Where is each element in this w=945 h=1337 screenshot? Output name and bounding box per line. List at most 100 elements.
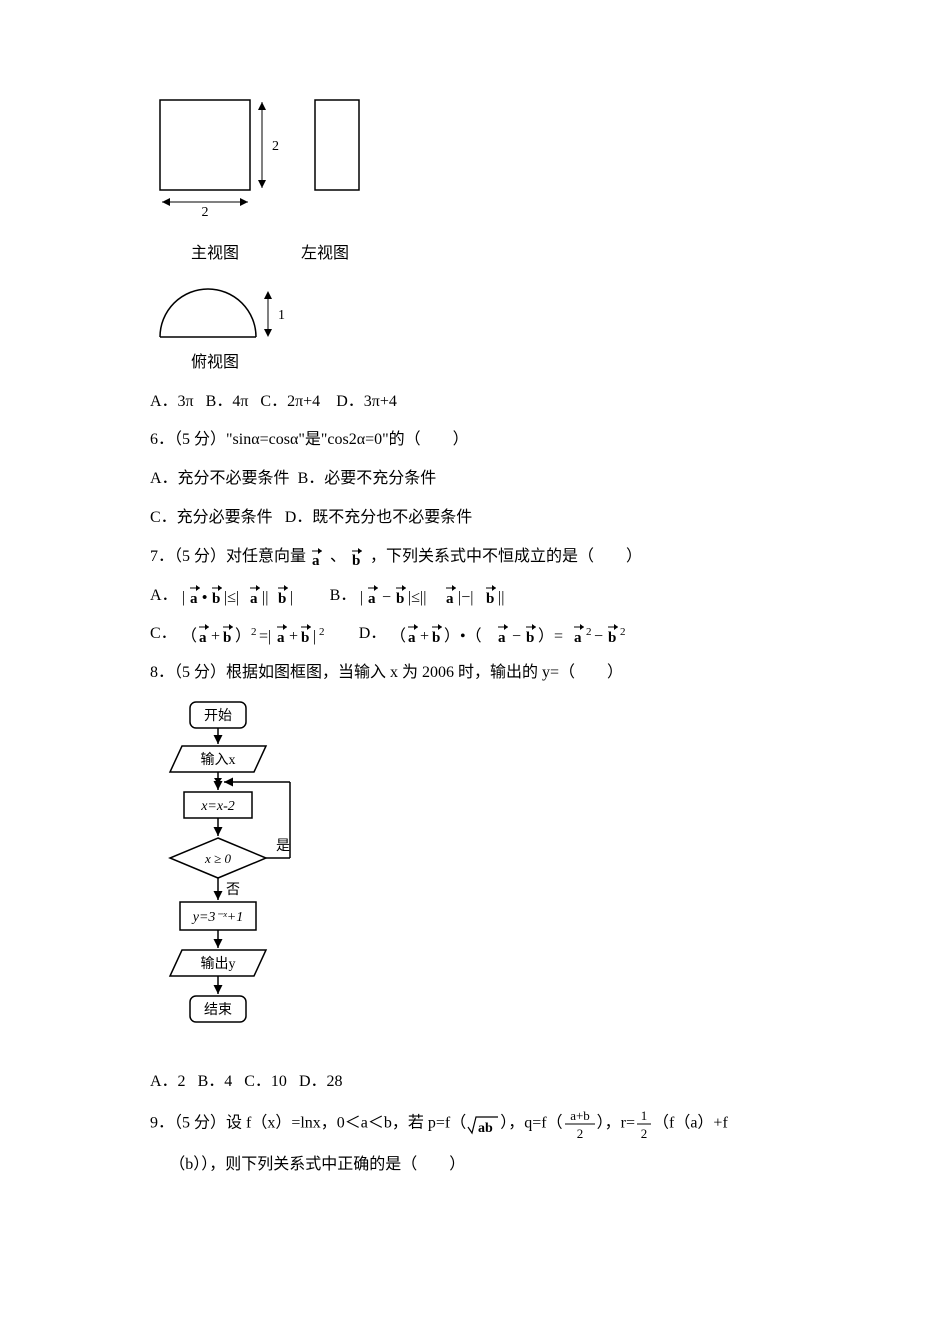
fc-calc: y=3⁻ˣ+1	[191, 910, 243, 925]
svg-text:b: b	[608, 630, 616, 646]
q5-option-b: B．4π	[206, 393, 249, 410]
q6-option-a: A．充分不必要条件	[150, 470, 290, 487]
svg-text:2: 2	[251, 626, 257, 638]
q7-stem-suffix: ，下列关系式中不恒成立的是（ ）	[370, 548, 642, 565]
fc-input: 输入x	[201, 752, 236, 768]
front-height-label: 2	[272, 139, 279, 154]
svg-text:a: a	[446, 591, 454, 607]
svg-text:a: a	[312, 553, 320, 568]
svg-text:b: b	[212, 591, 220, 607]
flowchart-figure: 开始 输入x x=x-2 x ≥ 0 是 否 y=3⁻ˣ+1	[150, 698, 675, 1058]
flowchart-svg: 开始 输入x x=x-2 x ≥ 0 是 否 y=3⁻ˣ+1	[150, 698, 330, 1058]
svg-text:2: 2	[319, 626, 325, 638]
q7-options-ab: A． | a • b |≤| a || b |	[150, 582, 675, 611]
svg-text:b: b	[223, 630, 231, 646]
top-view-caption: 俯视图	[150, 349, 280, 378]
svg-text:a: a	[408, 630, 416, 646]
q9-line2: （b）），则下列关系式中正确的是（ ）	[150, 1151, 675, 1180]
svg-text:b: b	[526, 630, 534, 646]
q9-l1-mid2: ），r=	[597, 1114, 635, 1131]
svg-text:（: （	[390, 627, 406, 645]
svg-text:|−|: |−|	[458, 589, 473, 606]
svg-text:−: −	[382, 589, 391, 606]
svg-text:+: +	[420, 628, 429, 645]
q9-l1-mid1: ），q=f（	[500, 1114, 562, 1131]
svg-text:（: （	[181, 627, 197, 645]
svg-text:b: b	[278, 591, 286, 607]
frac-aplusb-over-2-icon: a+b 2	[563, 1107, 597, 1141]
fc-cond: x ≥ 0	[204, 851, 231, 866]
q8-option-d: D．28	[299, 1073, 343, 1090]
q5-options: A．3π B．4π C．2π+4 D．3π+4	[150, 388, 675, 417]
svg-text:a: a	[277, 630, 285, 646]
figure-ortho-views: 2 2 主视图 左视图	[150, 90, 675, 269]
vec-a-icon: a	[310, 546, 326, 568]
fc-start: 开始	[204, 708, 232, 724]
svg-text:b: b	[432, 630, 440, 646]
frac-1-over-2-icon: 1 2	[635, 1107, 653, 1141]
front-width-label: 2	[202, 205, 209, 220]
q7-sep: 、	[330, 548, 346, 565]
left-view-caption: 左视图	[280, 240, 370, 269]
fc-no: 否	[226, 883, 240, 898]
q5-option-d: D．3π+4	[336, 393, 397, 410]
q9-line1: 9．（5 分）设 f（x）=lnx，0＜a＜b，若 p=f（ ab ），q=f（…	[150, 1107, 675, 1141]
fc-output: 输出y	[201, 956, 236, 972]
q7-option-a-math: | a • b |≤| a || b |	[182, 582, 322, 610]
fc-yes: 是	[276, 839, 290, 854]
q9-l1-suffix: （f（a）+f	[653, 1114, 728, 1131]
svg-text:|≤|: |≤|	[224, 589, 239, 606]
svg-text:a: a	[190, 591, 198, 607]
q6-option-b: B．必要不充分条件	[298, 470, 437, 487]
q7-option-d-math: （ a + b ）•（ a − b ）= a 2	[390, 621, 636, 649]
q8-option-b: B．4	[198, 1073, 233, 1090]
front-view-caption: 主视图	[150, 240, 280, 269]
top-height-label: 1	[278, 308, 285, 323]
frac2-top: 1	[641, 1108, 648, 1123]
q7-option-c-math: （ a + b ） 2 =| a + b | 2	[181, 621, 347, 649]
sqrt-ab-text: ab	[478, 1121, 493, 1135]
svg-text:a: a	[368, 591, 376, 607]
svg-text:||: ||	[262, 589, 268, 606]
fc-end: 结束	[204, 1002, 232, 1018]
sqrt-ab-icon: ab	[466, 1113, 500, 1135]
svg-text:a: a	[199, 630, 207, 646]
q6-option-c: C．充分必要条件	[150, 509, 273, 526]
svg-text:b: b	[486, 591, 494, 607]
svg-text:|: |	[290, 589, 293, 606]
svg-text:|: |	[360, 589, 363, 606]
q7-option-d-lead: D．	[359, 625, 387, 642]
svg-text:2: 2	[620, 626, 626, 638]
q8-stem: 8．（5 分）根据如图框图，当输入 x 为 2006 时，输出的 y=（ ）	[150, 659, 675, 688]
q7-options-cd: C． （ a + b ） 2 =| a + b |	[150, 620, 675, 649]
svg-text:|: |	[182, 589, 185, 606]
q7-option-b-math: | a − b |≤|| a |−| b ||	[360, 582, 550, 610]
q9-l1-prefix: 9．（5 分）设 f（x）=lnx，0＜a＜b，若 p=f（	[150, 1114, 466, 1131]
svg-text:|: |	[313, 628, 316, 645]
svg-text:+: +	[211, 628, 220, 645]
svg-text:−: −	[594, 628, 603, 645]
q7-option-b-lead: B．	[330, 587, 357, 604]
q8-options: A．2 B．4 C．10 D．28	[150, 1068, 675, 1097]
q6-options-cd: C．充分必要条件 D．既不充分也不必要条件	[150, 504, 675, 533]
q5-option-c: C．2π+4	[260, 393, 320, 410]
svg-text:a: a	[574, 630, 582, 646]
ortho-front-left-svg: 2 2	[150, 90, 390, 240]
q7-stem-prefix: 7．（5 分）对任意向量	[150, 548, 306, 565]
q6-option-d: D．既不充分也不必要条件	[285, 509, 473, 526]
q8-option-c: C．10	[244, 1073, 287, 1090]
fc-assign: x=x-2	[200, 799, 235, 814]
exam-page: 2 2 主视图 左视图 1 俯视图 A．3π	[0, 0, 735, 1250]
frac1-top: a+b	[570, 1108, 590, 1123]
q7-option-c-lead: C．	[150, 625, 177, 642]
q6-options-ab: A．充分不必要条件 B．必要不充分条件	[150, 465, 675, 494]
figure-ortho-top: 1 俯视图	[150, 279, 675, 378]
q8-option-a: A．2	[150, 1073, 186, 1090]
q5-option-a: A．3π	[150, 393, 194, 410]
svg-text:|≤||: |≤||	[408, 589, 426, 606]
svg-text:）•（: ）•（	[444, 627, 482, 645]
svg-text:b: b	[301, 630, 309, 646]
svg-text:=|: =|	[259, 628, 271, 645]
svg-text:•: •	[202, 590, 207, 606]
svg-text:b: b	[352, 553, 360, 568]
